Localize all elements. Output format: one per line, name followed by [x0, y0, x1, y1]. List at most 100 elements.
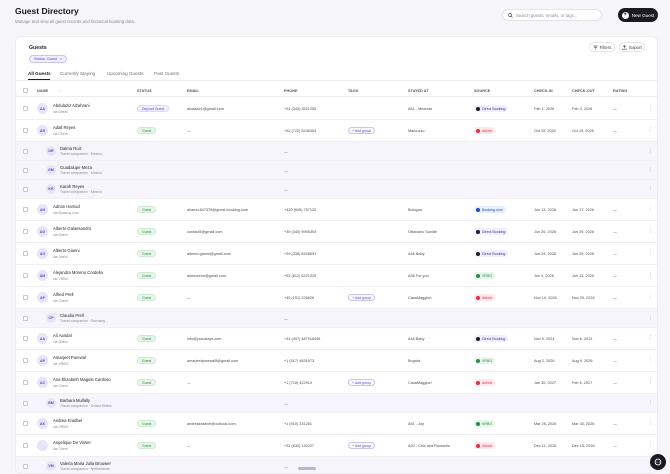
more-actions-icon[interactable]: ⋮ [648, 272, 653, 278]
add-group-button[interactable]: + Add group [348, 127, 375, 134]
export-button[interactable]: Export [619, 42, 645, 52]
more-actions-icon[interactable]: ⋮ [648, 379, 653, 385]
table-row[interactable]: AM Alejandra Moreno Cordella via VRBO Guest… [16, 265, 657, 287]
table-row[interactable]: AR Adall Reyes via Cherri Guest — +52 (722) 5… [16, 120, 657, 142]
more-actions-icon[interactable]: ⋮ [648, 206, 653, 212]
guest-name[interactable]: Dalma Ruiz [60, 146, 82, 151]
table-row[interactable]: AH Adrian Hamud via Booking.com Guest ahamu.… [16, 199, 657, 221]
guest-name[interactable]: Alejandra Moreno Cordella [53, 270, 103, 275]
row-checkbox[interactable] [23, 106, 28, 111]
more-actions-icon[interactable]: ⋮ [648, 127, 653, 133]
guest-name[interactable]: Adrian Hamud [53, 204, 80, 209]
row-checkbox[interactable] [23, 149, 28, 154]
row-checkbox[interactable] [23, 295, 28, 300]
filters-button[interactable]: Filters [589, 42, 615, 52]
close-icon[interactable]: × [60, 57, 63, 61]
guest-name[interactable]: Ali Aandal [53, 333, 72, 338]
rating-cell: — [613, 381, 617, 385]
more-actions-icon[interactable]: ⋮ [648, 167, 653, 173]
guest-name[interactable]: Alberto Gianni [53, 248, 80, 253]
more-actions-icon[interactable]: ⋮ [648, 335, 653, 341]
row-checkbox[interactable] [23, 168, 28, 173]
row-checkbox[interactable] [23, 128, 28, 133]
companion-row[interactable]: KR Karah Reyes Travel companion · Mexico — ⋮ [16, 180, 657, 199]
status-badge: Guest [137, 420, 157, 427]
more-actions-icon[interactable]: ⋮ [648, 442, 653, 448]
table-row[interactable]: AA Ali Aandal via Direct Guest info@yourstay… [16, 328, 657, 350]
table-row[interactable]: AP Amarjeet Purewal via VRBO Guest amarjeetp… [16, 350, 657, 372]
table-row[interactable]: AC Ana Elizabeth Magele Cardoso via Cherri… [16, 372, 657, 394]
guest-name[interactable]: Andrea Kradbel [53, 418, 83, 423]
tab-currently-staying[interactable]: Currently Staying [60, 71, 96, 76]
guest-name[interactable]: Valeria Maria Julia Brouwer [60, 461, 111, 466]
row-checkbox[interactable] [23, 187, 28, 192]
phone-cell: +49 (151) 226526 [284, 296, 315, 300]
companion-row[interactable]: GM Guadalupe Meza Travel companion · Mexic… [16, 161, 657, 180]
assistant-button[interactable] [650, 454, 666, 470]
more-actions-icon[interactable]: ⋮ [648, 294, 653, 300]
more-actions-icon[interactable]: ⋮ [648, 420, 653, 426]
companion-row[interactable]: VM Valeria Maria Julia Brouwer Travel comp… [16, 457, 657, 473]
guest-name[interactable]: Abdulaziz Alzahrani [53, 103, 90, 108]
add-group-button[interactable]: + Add group [348, 442, 375, 449]
more-actions-icon[interactable]: ⋮ [648, 400, 653, 406]
phone-cell: +52 (612) 6221329 [284, 274, 317, 278]
row-checkbox[interactable] [23, 358, 28, 363]
check-out-cell: Oct 19, 2026 [572, 129, 594, 133]
row-checkbox[interactable] [23, 401, 28, 406]
more-actions-icon[interactable]: ⋮ [648, 250, 653, 256]
row-checkbox[interactable] [23, 229, 28, 234]
guest-name[interactable]: Karah Reyes [60, 184, 85, 189]
select-all-checkbox[interactable] [23, 88, 28, 93]
guest-name[interactable]: Ana Elizabeth Magele Cardoso [53, 377, 111, 382]
guest-name[interactable]: Alfred Prell [53, 292, 74, 297]
guest-name[interactable]: Amarjeet Purewal [53, 355, 87, 360]
add-group-button[interactable]: + Add group [348, 294, 375, 301]
table-row[interactable]: AG Alberto Galassandro via Direct Guest cont… [16, 221, 657, 243]
row-checkbox[interactable] [23, 336, 28, 341]
row-checkbox[interactable] [23, 464, 28, 469]
row-checkbox[interactable] [23, 273, 28, 278]
table-row[interactable]: AA Abdulaziz Alzahrani via Direct Deposit G… [16, 98, 657, 120]
table-row[interactable]: Angelique De Visser via Cherri Guest — +31 (… [16, 435, 657, 457]
row-checkbox[interactable] [23, 443, 28, 448]
search-icon [508, 12, 513, 18]
new-guest-button[interactable]: + New Guest [618, 8, 658, 22]
guest-name[interactable]: Barbara Mullally [60, 398, 91, 403]
tab-past-guests[interactable]: Past Guests [154, 71, 180, 76]
guest-name[interactable]: Claudia Prell [60, 313, 84, 318]
row-checkbox[interactable] [23, 421, 28, 426]
companion-row[interactable]: DR Dalma Ruiz Travel companion · Mexico — ⋮ [16, 142, 657, 161]
more-actions-icon[interactable]: ⋮ [648, 186, 653, 192]
tab-upcoming-guests[interactable]: Upcoming Guests [107, 71, 144, 76]
col-name[interactable]: NAME [37, 89, 49, 93]
guest-name[interactable]: Alberto Galassandro [53, 226, 92, 231]
row-checkbox[interactable] [23, 380, 28, 385]
email-cell: ahamu.847378@guest.booking.com [187, 208, 249, 212]
tab-all-guests[interactable]: All Guests [28, 71, 51, 76]
guest-subtext: via Direct [53, 255, 68, 259]
row-checkbox[interactable] [23, 251, 28, 256]
table-row[interactable]: AK Andrea Kradbel via VRBO Guest andreakradb… [16, 413, 657, 435]
row-checkbox[interactable] [23, 316, 28, 321]
guest-name[interactable]: Adall Reyes [53, 125, 76, 130]
table-row[interactable]: AG Alberto Gianni via Direct Guest alberto.g… [16, 243, 657, 265]
source-label: Booking.com [482, 207, 503, 212]
companion-row[interactable]: BM Barbara Mullally Travel companion · Uni… [16, 394, 657, 413]
more-actions-icon[interactable]: ⋮ [648, 105, 653, 111]
row-checkbox[interactable] [23, 207, 28, 212]
check-in-cell: Nov 19, 2026 [534, 296, 557, 300]
companion-row[interactable]: CP Claudia Prell Travel companion · German… [16, 309, 657, 328]
more-actions-icon[interactable]: ⋮ [648, 357, 653, 363]
guest-name[interactable]: Angelique De Visser [53, 440, 91, 445]
add-group-button[interactable]: + Add group [348, 379, 375, 386]
more-actions-icon[interactable]: ⋮ [648, 228, 653, 234]
guest-name[interactable]: Guadalupe Meza [60, 165, 92, 170]
horizontal-scrollbar[interactable] [298, 467, 316, 470]
status-filter-chip[interactable]: Status: Guest × [29, 55, 68, 63]
more-actions-icon[interactable]: ⋮ [648, 315, 653, 321]
table-row[interactable]: AP Alfred Prell via Cherri Guest — +49 (151) … [16, 287, 657, 309]
sort-icon[interactable]: ↑ [60, 89, 62, 93]
search-input[interactable]: Search guests, emails, or tags... [502, 9, 602, 21]
more-actions-icon[interactable]: ⋮ [648, 148, 653, 154]
